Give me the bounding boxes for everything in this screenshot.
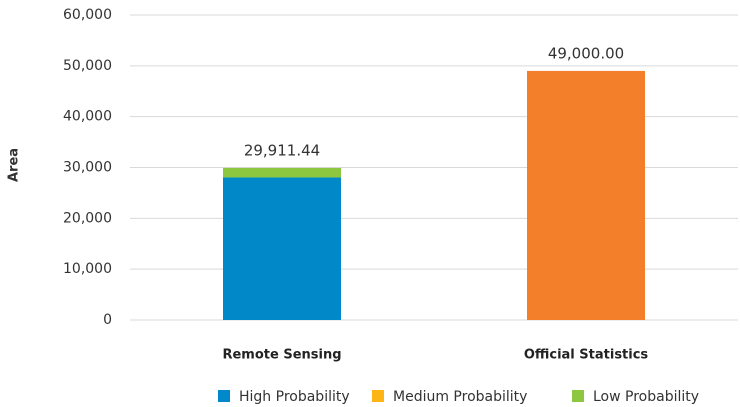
y-tick-label: 0 (103, 312, 112, 328)
total-label: 29,911.44 (244, 141, 320, 159)
y-axis-label: Area (7, 148, 22, 182)
x-tick-label: Official Statistics (524, 348, 649, 363)
total-label: 49,000.00 (548, 44, 624, 62)
y-tick-label: 20,000 (63, 210, 112, 226)
legend-swatch (572, 390, 584, 402)
bar-segment (223, 177, 341, 320)
y-tick-label: 30,000 (63, 160, 112, 176)
bar-segment (527, 70, 645, 321)
legend-swatch (218, 390, 230, 402)
legend-label: High Probability (239, 389, 350, 405)
y-tick-label: 10,000 (63, 261, 112, 277)
y-tick-label: 50,000 (63, 58, 112, 74)
legend-label: Low Probability (593, 389, 699, 405)
legend-label: Medium Probability (393, 389, 527, 405)
legend-swatch (372, 390, 384, 402)
x-tick-label: Remote Sensing (222, 348, 341, 363)
y-tick-label: 60,000 (63, 7, 112, 23)
y-tick-label: 40,000 (63, 109, 112, 125)
bar-segment (223, 167, 341, 178)
